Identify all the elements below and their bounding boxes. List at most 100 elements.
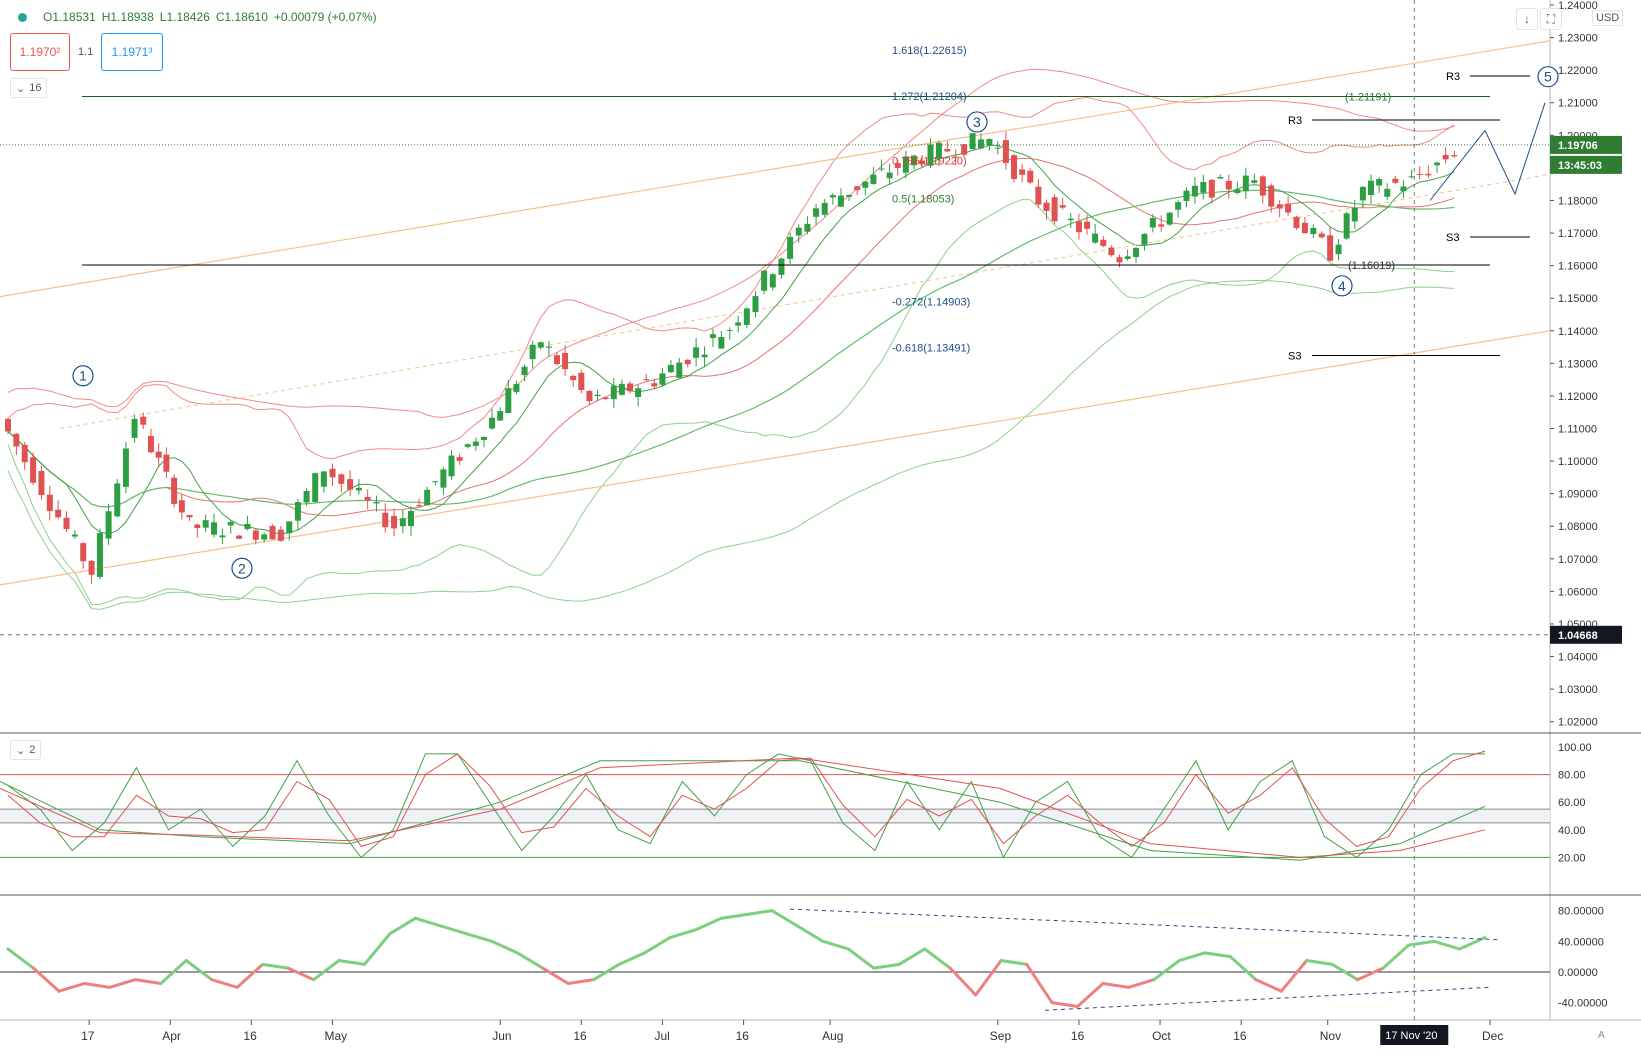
candle-body xyxy=(505,388,512,413)
wave-label-text: 4 xyxy=(1338,278,1346,294)
candle-body xyxy=(464,444,471,447)
price-tick-label: 1.03000 xyxy=(1558,684,1598,696)
candle-body xyxy=(709,334,716,339)
candle-body xyxy=(1043,202,1050,211)
candle-body xyxy=(854,186,861,191)
momentum-segment xyxy=(286,966,316,982)
candle-body xyxy=(55,509,62,518)
candle-body xyxy=(829,195,836,198)
candle-body xyxy=(105,511,112,539)
momentum-segment xyxy=(1126,978,1156,989)
candle-body xyxy=(570,375,577,381)
candle-body xyxy=(320,471,327,487)
candle-body xyxy=(562,352,569,370)
outer-upper-band xyxy=(7,68,1455,418)
candle-body xyxy=(1035,186,1042,205)
candle-body xyxy=(1092,233,1099,243)
candle-body xyxy=(1351,207,1358,222)
price-tick-label: 1.07000 xyxy=(1558,554,1598,566)
candle-body xyxy=(1108,247,1115,256)
momentum-tick-label: 40.00000 xyxy=(1558,936,1604,948)
candle-body xyxy=(701,354,708,358)
candle-body xyxy=(1335,244,1342,255)
fib-level-label: -0.272(1.14903) xyxy=(892,296,970,308)
candle-body xyxy=(693,347,700,358)
momentum-segment xyxy=(1407,939,1436,947)
momentum-divergence-upper xyxy=(789,908,1501,941)
candle-body xyxy=(155,451,162,458)
crosshair-price-badge-box xyxy=(1550,625,1622,644)
wave-label-circle xyxy=(1537,66,1559,88)
candle-body xyxy=(1191,185,1198,197)
candle-body xyxy=(676,362,683,378)
momentum-segment xyxy=(337,959,367,966)
candle-body xyxy=(171,477,178,504)
candle-body xyxy=(96,533,103,577)
candle-body xyxy=(163,454,170,472)
candle-body xyxy=(373,502,380,504)
candle-body xyxy=(952,156,959,158)
auto-scale-button[interactable]: A xyxy=(1598,1030,1605,1041)
candle-body xyxy=(1408,176,1415,178)
candle-body xyxy=(1158,224,1165,227)
candle-body xyxy=(1019,169,1026,175)
stoch-toggle[interactable]: ⌄ 2 xyxy=(10,740,42,760)
momentum-segment xyxy=(1076,982,1105,1008)
currency-label[interactable]: USD xyxy=(1592,10,1624,26)
momentum-segment xyxy=(57,982,86,993)
candle-body xyxy=(147,435,154,453)
candle-body xyxy=(1259,176,1266,196)
time-tick-label: Jun xyxy=(492,1029,511,1043)
wave-label-circle xyxy=(231,557,253,579)
candle-body xyxy=(347,479,354,490)
candle-body xyxy=(578,372,585,390)
last-price-badge: 1.19706 xyxy=(1558,140,1598,152)
time-tick-label: Oct xyxy=(1152,1029,1171,1043)
candle-body xyxy=(804,223,811,232)
candle-body xyxy=(480,436,487,440)
candle-body xyxy=(627,383,634,392)
candle-body xyxy=(1200,181,1207,193)
candle-body xyxy=(1084,221,1091,229)
crosshair-date-label: 17 Nov '20 xyxy=(1385,1030,1437,1042)
sell-button[interactable]: 1.1970² xyxy=(10,33,70,71)
momentum-segment xyxy=(872,962,901,970)
candle-body xyxy=(787,236,794,259)
time-tick-label: 16 xyxy=(1071,1029,1085,1043)
candle-body xyxy=(659,373,666,385)
price-tick-label: 1.23000 xyxy=(1558,33,1598,45)
price-tick-label: 1.21000 xyxy=(1558,98,1598,110)
indicator-toggle[interactable]: ⌄ 16 xyxy=(10,78,48,98)
candle-body xyxy=(919,160,926,164)
momentum-segment xyxy=(541,966,570,985)
fullscreen-button[interactable]: ⛶ xyxy=(1540,8,1562,30)
ohlc-legend: O1.18531 H1.18938 L1.18426 C1.18610 +0.0… xyxy=(18,10,377,24)
candle-body xyxy=(399,518,406,527)
candle-body xyxy=(1368,180,1375,196)
candle-body xyxy=(529,344,536,360)
momentum-segment xyxy=(745,909,774,916)
candle-body xyxy=(1124,256,1131,259)
price-tick-label: 1.11000 xyxy=(1558,424,1597,436)
momentum-segment xyxy=(974,959,1003,997)
buy-button[interactable]: 1.1971³ xyxy=(101,33,163,71)
candle-body xyxy=(894,163,901,168)
momentum-tick-label: 80.00000 xyxy=(1558,906,1604,918)
candle-body xyxy=(878,168,885,170)
fib-level-label: 0.5(1.18053) xyxy=(892,194,954,206)
ohlc-open: O1.18531 xyxy=(43,10,96,24)
level-label: (1.21191) xyxy=(1345,92,1391,104)
pivot-label: S3 xyxy=(1288,351,1301,363)
time-tick-label: Apr xyxy=(162,1029,181,1043)
candle-body xyxy=(1251,180,1258,183)
momentum-segment xyxy=(1152,959,1181,982)
time-tick-label: Dec xyxy=(1482,1029,1503,1043)
candle-body xyxy=(440,469,447,488)
candle-body xyxy=(382,512,389,528)
momentum-segment xyxy=(82,982,112,989)
indicator-count: 16 xyxy=(29,82,42,94)
momentum-segment xyxy=(643,936,672,955)
momentum-segment xyxy=(490,939,519,955)
scroll-down-button[interactable]: ↓ xyxy=(1516,8,1538,30)
